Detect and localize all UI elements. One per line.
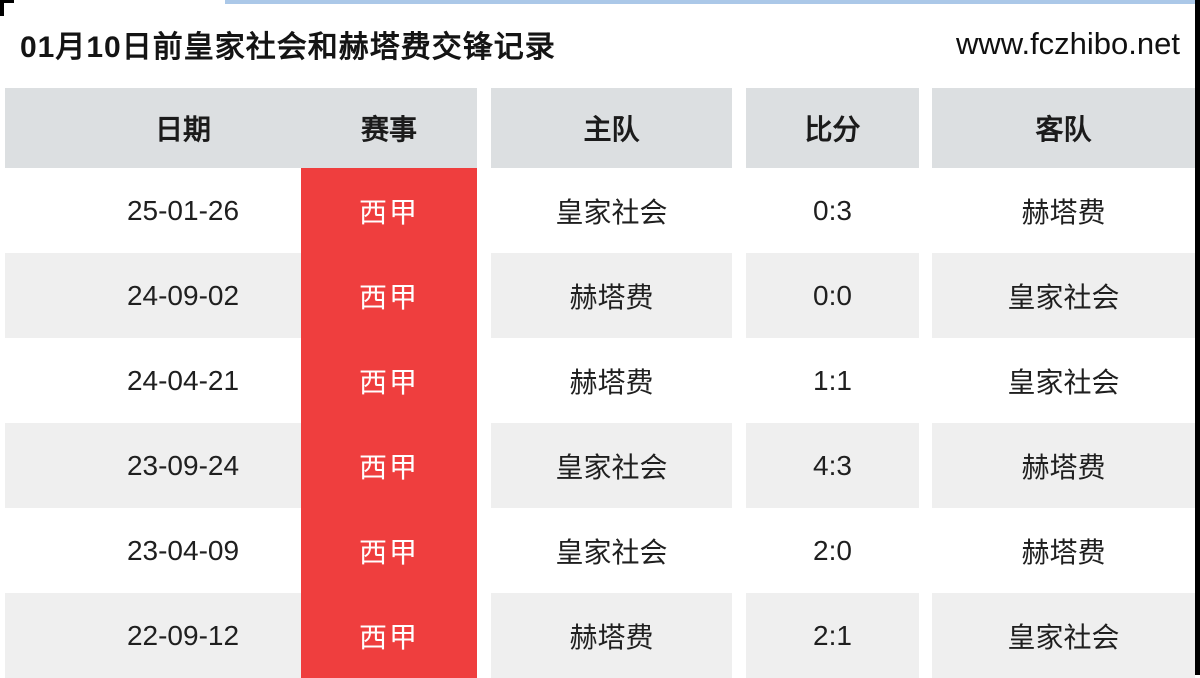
match-row: 24-04-21 西甲 赫塔费 1:1 皇家社会 [5, 338, 1195, 423]
match-date: 23-09-24 [5, 423, 301, 508]
match-row: 23-09-24 西甲 皇家社会 4:3 赫塔费 [5, 423, 1195, 508]
window-top-border [225, 0, 1195, 4]
column-divider [477, 88, 491, 168]
column-divider [919, 508, 932, 593]
away-team: 赫塔费 [932, 423, 1195, 508]
match-score: 0:0 [746, 253, 919, 338]
match-score: 2:1 [746, 593, 919, 678]
column-divider [919, 338, 932, 423]
column-divider [919, 593, 932, 678]
home-team: 皇家社会 [491, 168, 732, 253]
match-score: 2:0 [746, 508, 919, 593]
head-to-head-table: 日期 赛事 主队 比分 客队 25-01-26 西甲 皇家社会 0:3 赫塔费 … [5, 88, 1195, 678]
match-date: 24-04-21 [5, 338, 301, 423]
column-divider [919, 253, 932, 338]
screenshot-corner-mark [0, 0, 14, 3]
column-divider [732, 508, 746, 593]
column-divider [732, 593, 746, 678]
column-divider [732, 168, 746, 253]
column-divider [477, 508, 491, 593]
column-divider [919, 423, 932, 508]
match-row: 22-09-12 西甲 赫塔费 2:1 皇家社会 [5, 593, 1195, 678]
match-row: 25-01-26 西甲 皇家社会 0:3 赫塔费 [5, 168, 1195, 253]
table-header-row: 日期 赛事 主队 比分 客队 [5, 88, 1195, 168]
column-divider [477, 593, 491, 678]
match-score: 4:3 [746, 423, 919, 508]
home-team: 赫塔费 [491, 338, 732, 423]
match-date: 22-09-12 [5, 593, 301, 678]
away-team: 赫塔费 [932, 508, 1195, 593]
column-divider [477, 168, 491, 253]
league-badge: 西甲 [301, 253, 477, 338]
league-badge: 西甲 [301, 593, 477, 678]
title-bar: 01月10日前皇家社会和赫塔费交锋记录 www.fczhibo.net [0, 0, 1195, 88]
column-header-score: 比分 [746, 88, 919, 168]
match-score: 0:3 [746, 168, 919, 253]
match-date: 25-01-26 [5, 168, 301, 253]
league-badge: 西甲 [301, 423, 477, 508]
away-team: 皇家社会 [932, 338, 1195, 423]
screenshot-corner-mark [0, 0, 4, 16]
column-header-date: 日期 [5, 88, 301, 168]
column-divider [919, 88, 932, 168]
window-right-border [1195, 0, 1200, 675]
column-header-away: 客队 [932, 88, 1195, 168]
match-row: 24-09-02 西甲 赫塔费 0:0 皇家社会 [5, 253, 1195, 338]
away-team: 皇家社会 [932, 253, 1195, 338]
match-date: 23-04-09 [5, 508, 301, 593]
column-divider [732, 338, 746, 423]
home-team: 皇家社会 [491, 508, 732, 593]
away-team: 赫塔费 [932, 168, 1195, 253]
home-team: 皇家社会 [491, 423, 732, 508]
column-divider [732, 88, 746, 168]
match-date: 24-09-02 [5, 253, 301, 338]
page-title: 01月10日前皇家社会和赫塔费交锋记录 [20, 31, 556, 64]
match-score: 1:1 [746, 338, 919, 423]
column-divider [732, 253, 746, 338]
column-divider [477, 253, 491, 338]
home-team: 赫塔费 [491, 253, 732, 338]
column-header-league: 赛事 [301, 88, 477, 168]
away-team: 皇家社会 [932, 593, 1195, 678]
column-divider [732, 423, 746, 508]
column-header-home: 主队 [491, 88, 732, 168]
column-divider [919, 168, 932, 253]
column-divider [477, 338, 491, 423]
league-badge: 西甲 [301, 508, 477, 593]
league-badge: 西甲 [301, 168, 477, 253]
site-url-watermark: www.fczhibo.net [956, 26, 1180, 61]
league-badge: 西甲 [301, 338, 477, 423]
match-row: 23-04-09 西甲 皇家社会 2:0 赫塔费 [5, 508, 1195, 593]
home-team: 赫塔费 [491, 593, 732, 678]
column-divider [477, 423, 491, 508]
